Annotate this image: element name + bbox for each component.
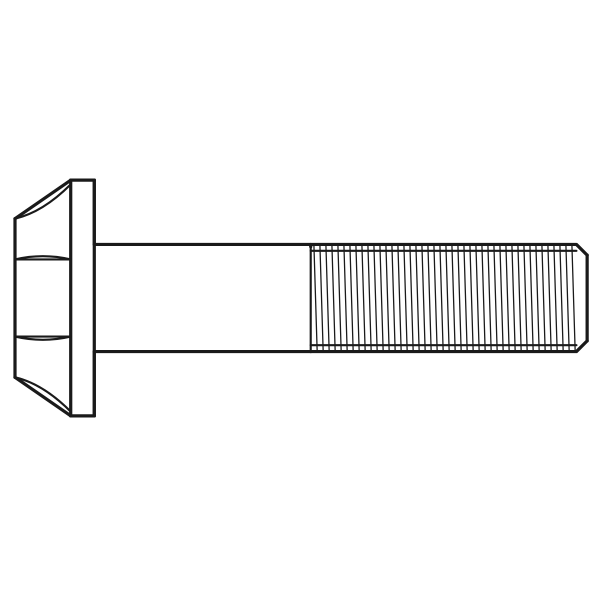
hex-bolt-diagram xyxy=(0,0,600,603)
bolt-svg xyxy=(0,0,600,598)
